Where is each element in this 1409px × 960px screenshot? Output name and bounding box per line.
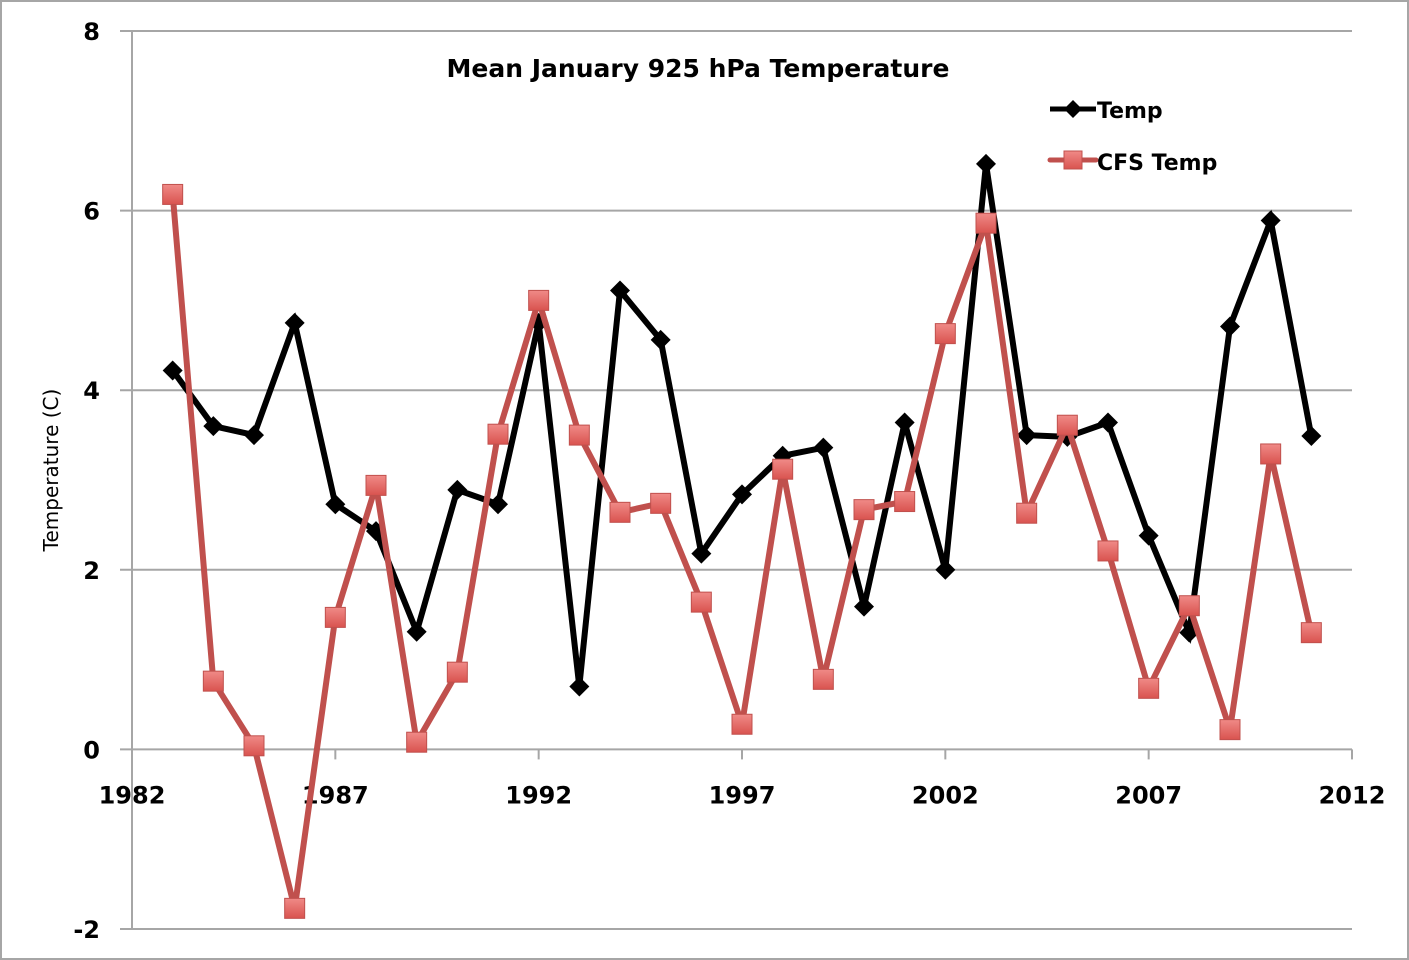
x-tick-label: 1997 [709,781,776,809]
data-point-diamond [244,425,264,446]
legend-label-cfs-temp: CFS Temp [1097,151,1217,176]
x-tick-label: 2012 [1319,781,1386,809]
series-temp [162,153,1322,697]
data-point-square [1138,677,1160,699]
axes [131,31,1353,929]
data-point-diamond [894,412,915,433]
data-point-square [324,606,346,628]
data-point-diamond [203,416,224,437]
data-point-diamond [1016,425,1037,446]
data-point-square [731,713,753,735]
data-point-square [1056,414,1078,436]
data-point-square [609,501,631,523]
data-point-square [1300,622,1322,644]
y-axis-label: Temperature (C) [39,389,63,553]
data-point-square [853,499,875,521]
data-point-square [1219,719,1241,741]
x-tick-label: 1992 [505,781,572,809]
data-point-diamond [569,676,590,697]
data-point-square [690,591,712,613]
data-point-diamond [854,596,874,617]
data-point-square [568,424,590,446]
y-tick-label: 6 [83,198,100,226]
data-point-diamond [447,479,468,500]
data-point-diamond [610,280,630,301]
y-tick-label: -2 [73,916,100,944]
data-point-square [650,492,672,514]
data-point-diamond [1098,412,1118,433]
legend-item-cfs-temp: CFS Temp [1047,150,1217,176]
gridlines [120,30,1352,930]
data-point-diamond [650,329,671,350]
data-point-square [812,668,834,690]
data-point-square [243,735,265,757]
data-point-diamond [325,494,346,515]
chart-title: Mean January 925 hPa Temperature [447,54,950,83]
data-point-square [365,474,387,496]
x-tick-label: 2007 [1115,781,1182,809]
data-point-diamond [1301,425,1322,446]
data-point-diamond [1220,316,1240,337]
data-point-square [487,423,509,445]
data-point-square [202,670,224,692]
y-tick-label: 4 [83,377,100,405]
data-point-diamond [162,360,183,381]
y-tick-label: 0 [83,736,100,764]
data-point-square [1260,443,1282,465]
data-point-square [1178,595,1200,617]
data-point-diamond [691,543,712,564]
data-point-diamond [284,312,305,333]
data-point-diamond [935,559,956,580]
data-point-diamond [976,153,996,174]
y-tick-labels: -2 0 2 4 6 8 [73,18,100,944]
data-point-diamond [813,437,834,458]
legend-label-temp: Temp [1097,99,1163,124]
data-point-square [772,458,794,480]
data-point-diamond [406,621,427,642]
data-point-square [284,897,306,919]
x-tick-label: 2002 [912,781,979,809]
data-point-square [162,183,184,205]
series-cfs-temp [162,183,1322,919]
data-point-square [406,731,428,753]
data-point-diamond [488,494,508,515]
x-tick-labels: 1982 1987 1992 1997 2002 2007 2012 [99,781,1386,809]
data-point-square [1016,502,1038,524]
data-point-diamond [1138,525,1159,546]
data-point-square [934,323,956,345]
data-point-square [975,212,997,234]
data-point-diamond [732,484,752,505]
y-tick-label: 2 [83,557,100,585]
x-tick-label: 1982 [99,781,166,809]
data-point-square [528,289,550,311]
legend: Temp CFS Temp [1047,99,1217,176]
legend-square-icon [1063,150,1083,170]
data-point-square [1097,540,1119,562]
legend-item-temp: Temp [1050,99,1163,124]
y-tick-label: 8 [83,18,100,46]
legend-diamond-icon [1064,100,1082,118]
series-group [162,153,1322,919]
data-point-diamond [1260,210,1281,231]
data-point-square [446,661,468,683]
data-point-square [894,491,916,513]
